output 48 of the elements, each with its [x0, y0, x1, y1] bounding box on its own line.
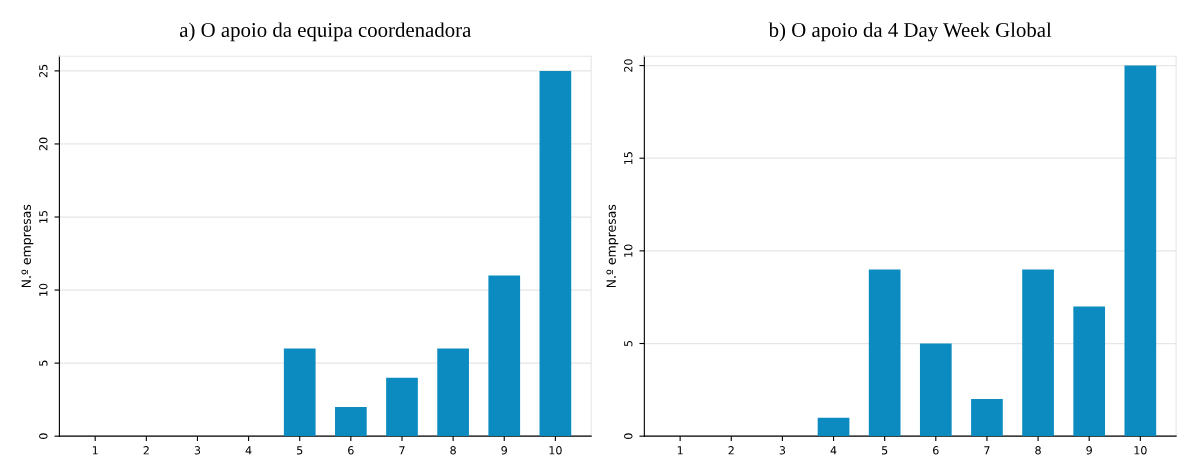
bar	[386, 377, 418, 437]
x-tick-label: 4	[245, 446, 252, 455]
x-tick-label: 6	[348, 446, 354, 455]
bar	[971, 399, 1003, 437]
x-tick-label: 4	[830, 446, 837, 455]
y-tick-label: 0	[39, 433, 48, 439]
y-tick-label: 25	[39, 64, 48, 78]
x-tick-label: 8	[1035, 446, 1041, 455]
x-tick-label: 1	[92, 446, 98, 455]
x-tick-label: 6	[933, 446, 939, 455]
y-tick-label: 10	[624, 244, 633, 257]
bar	[539, 70, 572, 437]
x-tick-label: 9	[1086, 446, 1092, 455]
bar	[868, 269, 901, 437]
x-tick-label: 2	[143, 446, 149, 455]
y-axis-title: N.º empresas	[21, 204, 34, 288]
bar	[437, 348, 469, 437]
x-tick-label: 9	[501, 446, 507, 455]
bar	[1022, 269, 1054, 437]
y-tick-label: 5	[39, 360, 48, 366]
y-tick-label: 0	[624, 433, 633, 439]
bar	[919, 343, 952, 437]
bar	[1073, 306, 1106, 437]
bar	[817, 417, 850, 437]
chart-title: b) O apoio da 4 Day Week Global	[768, 22, 1052, 42]
x-tick-label: 1	[677, 446, 683, 455]
x-tick-label: 3	[194, 446, 201, 455]
bar	[335, 406, 367, 437]
bar	[488, 275, 521, 437]
x-tick-label: 5	[881, 446, 888, 455]
x-tick-label: 5	[297, 446, 303, 455]
x-tick-label: 3	[779, 446, 786, 455]
y-tick-label: 20	[624, 59, 633, 72]
y-tick-label: 10	[39, 283, 48, 296]
y-tick-label: 20	[39, 137, 48, 151]
y-axis-title: N.º empresas	[606, 204, 619, 288]
chart-title: a) O apoio da equipa coordenadora	[179, 22, 472, 42]
x-tick-label: 10	[1134, 446, 1147, 455]
bar	[1124, 65, 1157, 437]
bar	[283, 348, 316, 437]
x-tick-label: 7	[399, 446, 405, 455]
x-tick-label: 8	[450, 446, 456, 455]
x-tick-label: 2	[728, 446, 734, 455]
y-tick-label: 15	[39, 210, 48, 223]
y-tick-label: 5	[624, 340, 633, 347]
x-tick-label: 7	[984, 446, 990, 455]
x-tick-label: 10	[549, 446, 562, 455]
y-tick-label: 15	[624, 152, 633, 165]
